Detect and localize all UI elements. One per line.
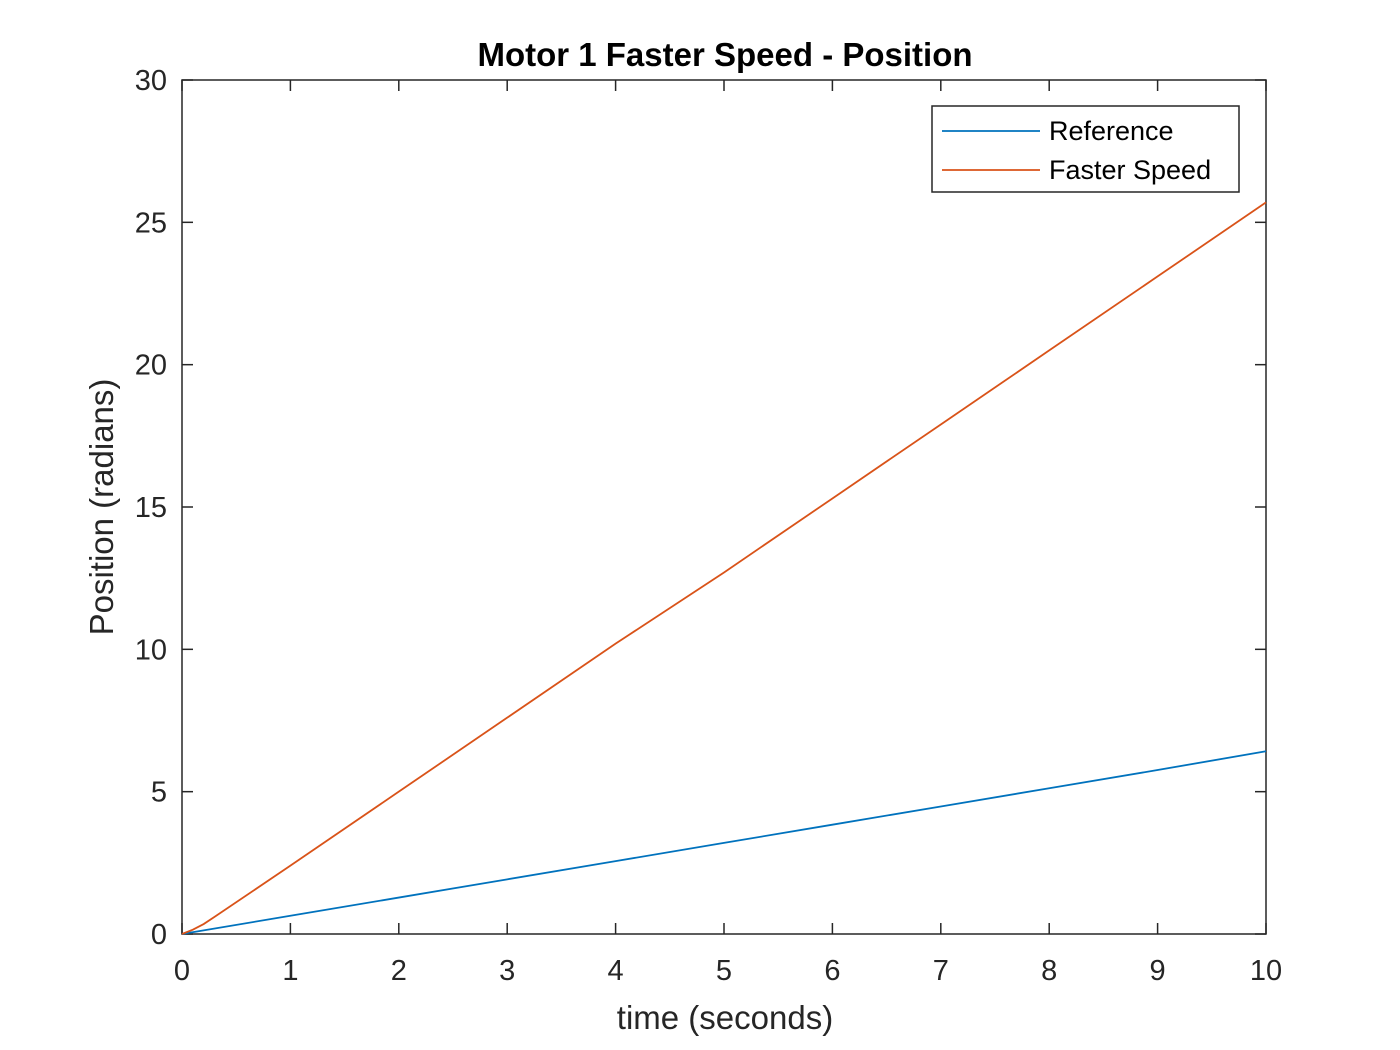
legend-entry-1: Faster Speed xyxy=(1049,155,1211,185)
x-tick-label: 9 xyxy=(1150,955,1166,987)
x-tick-label: 6 xyxy=(824,955,840,987)
x-tick-label: 1 xyxy=(282,955,298,987)
legend: Reference Faster Speed xyxy=(931,105,1240,193)
x-tick-label: 3 xyxy=(499,955,515,987)
chart-title: Motor 1 Faster Speed - Position xyxy=(477,36,972,73)
x-axis: 0 1 2 3 4 5 6 7 8 9 10 xyxy=(174,80,1282,987)
legend-entry-0: Reference xyxy=(1049,116,1174,146)
y-tick-label: 10 xyxy=(135,634,167,666)
series-layer xyxy=(181,201,1267,935)
y-axis: 0 5 10 15 20 25 30 xyxy=(135,65,1266,951)
x-tick-label: 4 xyxy=(608,955,624,987)
y-tick-label: 25 xyxy=(135,207,167,239)
x-tick-label: 0 xyxy=(174,955,190,987)
x-tick-label: 2 xyxy=(391,955,407,987)
x-tick-label: 8 xyxy=(1041,955,1057,987)
x-tick-label: 7 xyxy=(933,955,949,987)
y-tick-label: 15 xyxy=(135,492,167,524)
plot-area xyxy=(181,79,1267,935)
y-tick-label: 20 xyxy=(135,350,167,382)
x-tick-label: 5 xyxy=(716,955,732,987)
y-tick-label: 30 xyxy=(135,65,167,97)
y-axis-label: Position (radians) xyxy=(83,379,120,636)
x-axis-label: time (seconds) xyxy=(617,999,833,1036)
series-line-1 xyxy=(181,201,1267,935)
axes-box xyxy=(181,79,1267,935)
series-line-0 xyxy=(181,750,1267,935)
x-tick-label: 10 xyxy=(1250,955,1282,987)
legend-box xyxy=(931,105,1240,193)
y-tick-label: 5 xyxy=(151,777,167,809)
y-tick-label: 0 xyxy=(151,919,167,951)
